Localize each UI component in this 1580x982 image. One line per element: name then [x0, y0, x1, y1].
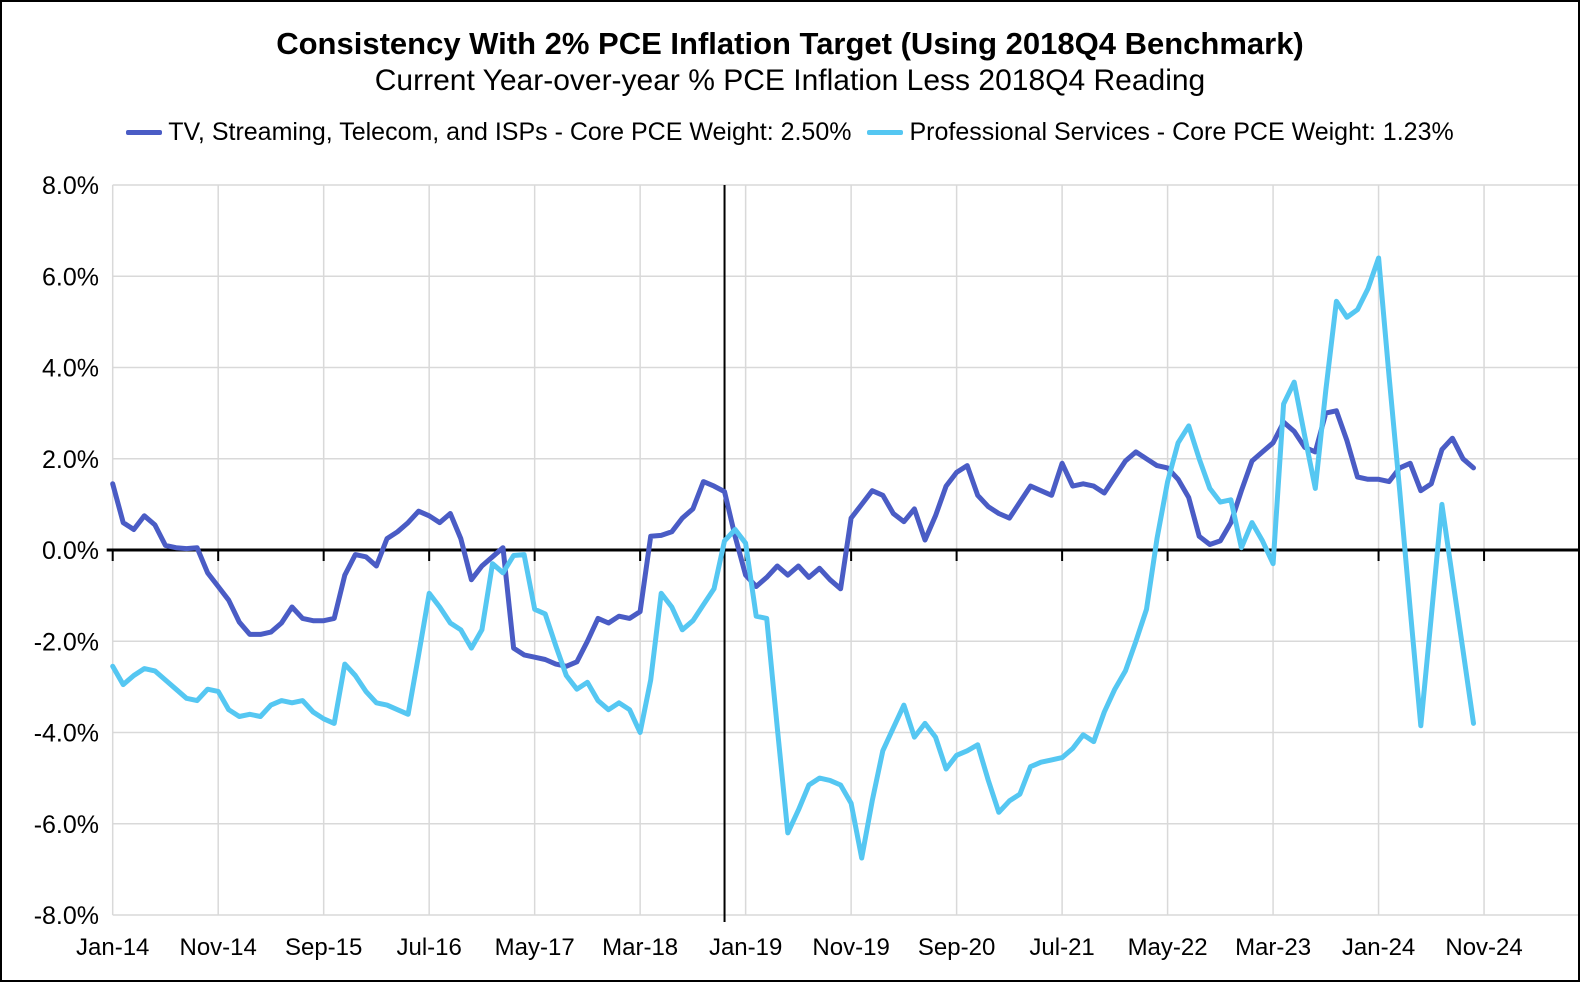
legend: TV, Streaming, Telecom, and ISPs - Core …: [2, 118, 1578, 147]
x-axis-tick-label: Nov-14: [180, 934, 257, 961]
x-axis-tick-label: May-17: [495, 934, 575, 961]
x-axis-tick-label: Jan-14: [76, 934, 149, 961]
series-line-tv-streaming-telecom: [110, 408, 1476, 669]
legend-line-swatch-dark-blue: [126, 130, 163, 135]
x-axis-tick-label: Jul-21: [1029, 934, 1094, 961]
series-line-professional-services: [110, 255, 1476, 861]
x-axis-tick-label: Jan-19: [709, 934, 782, 961]
legend-item-tv-streaming: TV, Streaming, Telecom, and ISPs - Core …: [126, 118, 851, 147]
x-axis-tick-label: May-22: [1128, 934, 1208, 961]
y-axis-tick-label: -6.0%: [34, 811, 99, 839]
x-axis-tick-label: Jul-16: [396, 934, 461, 961]
legend-label: TV, Streaming, Telecom, and ISPs - Core …: [168, 118, 852, 146]
x-axis-tick-label: Nov-24: [1445, 934, 1522, 961]
y-axis-tick-label: 0.0%: [42, 537, 99, 565]
chart-title: Consistency With 2% PCE Inflation Target…: [276, 26, 1304, 61]
y-axis-tick-label: 2.0%: [42, 446, 99, 474]
y-axis-tick-label: -2.0%: [34, 628, 99, 656]
legend-line-swatch-light-blue: [867, 130, 904, 135]
x-axis-tick-label: Mar-23: [1235, 934, 1311, 961]
x-axis-tick-label: Mar-18: [602, 934, 678, 961]
x-axis-tick-label: Jan-24: [1342, 934, 1415, 961]
y-axis-tick-label: 4.0%: [42, 355, 99, 383]
x-axis-tick-label: Sep-20: [918, 934, 995, 961]
y-axis-tick-label: 8.0%: [42, 172, 99, 200]
x-axis-tick-label: Nov-19: [812, 934, 889, 961]
legend-item-professional-services: Professional Services - Core PCE Weight:…: [867, 118, 1454, 147]
y-axis-tick-label: -8.0%: [34, 902, 99, 930]
chart-subtitle: Current Year-over-year % PCE Inflation L…: [374, 64, 1206, 97]
y-axis-tick-label: 6.0%: [42, 263, 99, 291]
y-axis-tick-label: -4.0%: [34, 720, 99, 748]
legend-label: Professional Services - Core PCE Weight:…: [909, 118, 1454, 146]
x-axis-tick-label: Sep-15: [285, 934, 362, 961]
